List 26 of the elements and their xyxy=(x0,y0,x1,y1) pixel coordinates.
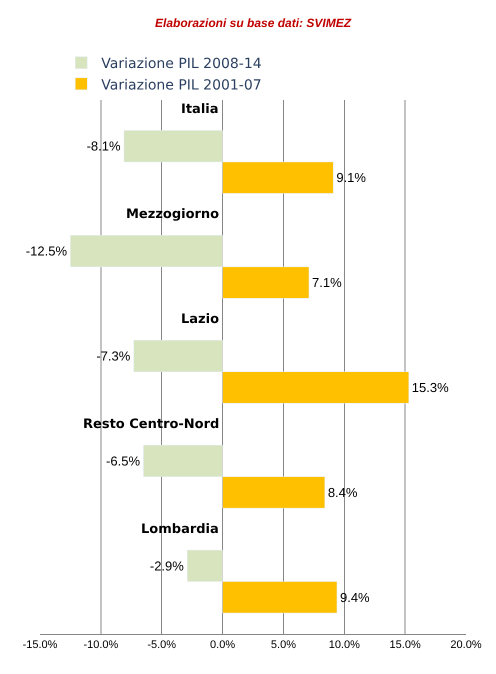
legend-label: Variazione PIL 2001-07 xyxy=(101,77,262,94)
text: Elaborazioni su base dati: SVIMEZ xyxy=(155,16,352,30)
data-label: 8.4% xyxy=(328,484,358,500)
y-tick-label: Resto Centro-Nord xyxy=(83,417,220,432)
data-label: 7.1% xyxy=(312,275,342,290)
x-tick-label: 10.0% xyxy=(328,639,360,652)
x-tick-label: 15.0% xyxy=(390,639,421,652)
data-label: 9.1% xyxy=(336,170,366,186)
x-tick-label: -5.0% xyxy=(147,639,176,652)
x-tick-label: 20.0% xyxy=(450,639,482,652)
data-label: 9.4% xyxy=(340,590,370,605)
data-label: -2.9% xyxy=(150,558,184,574)
data-label: -7.3% xyxy=(96,348,131,364)
x-tick-label: 5.0% xyxy=(270,639,296,652)
x-tick-label: 0.0% xyxy=(210,639,236,652)
data-label: -6.5% xyxy=(106,453,140,468)
x-tick-label: -15.0% xyxy=(22,639,58,652)
x-tick-label: -10.0% xyxy=(83,639,119,652)
y-tick-label: Italia xyxy=(181,102,219,117)
data-label: 15.3% xyxy=(412,380,450,395)
y-tick-label: Mezzogiorno xyxy=(126,207,220,222)
y-tick-label: Lazio xyxy=(181,312,220,327)
data-label: -12.5% xyxy=(26,244,68,259)
data-label: -8.1% xyxy=(86,138,121,154)
legend-label: Variazione PIL 2008-14 xyxy=(101,56,262,72)
y-tick-label: Lombardia xyxy=(141,522,219,537)
